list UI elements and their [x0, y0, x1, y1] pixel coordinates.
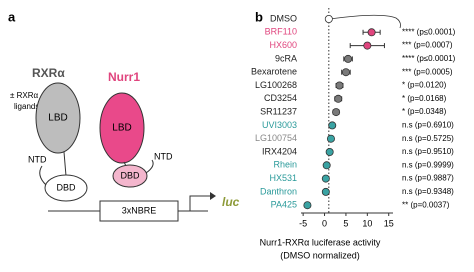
- category-label: BRF110: [265, 27, 297, 37]
- data-point: [325, 147, 334, 156]
- category-label: LG100268: [255, 80, 297, 90]
- x-tick-label: 5: [343, 218, 348, 228]
- ligand-label: ± RXRα: [10, 91, 39, 100]
- significance-label: n.s (p=0.9999): [402, 160, 454, 169]
- category-label: SR11237: [260, 106, 297, 116]
- data-point: [324, 14, 333, 23]
- rxr-dbd: DBD: [56, 182, 76, 192]
- significance-label: n.s (p=0.9510): [402, 147, 454, 156]
- significance-label: n.s (p=0.5725): [402, 134, 454, 143]
- significance-label: * (p=0.0120): [402, 81, 447, 90]
- data-point: [328, 121, 337, 130]
- nurr1-lbd: LBD: [112, 123, 131, 134]
- ntd-tail: [39, 165, 47, 186]
- x-tick-label: 15: [384, 218, 394, 228]
- significance-label: * (p=0.0168): [402, 94, 447, 103]
- significance-label: ** (p=0.0037): [402, 200, 450, 209]
- x-axis-label: (DMSO normalized): [280, 250, 360, 260]
- data-point: [322, 161, 331, 170]
- nurr1-lbd-shape: [99, 92, 145, 164]
- data-point: [321, 187, 330, 196]
- promoter-arrow: [189, 195, 210, 211]
- significance-label: * (p=0.0348): [402, 107, 447, 116]
- category-label: HX600: [269, 40, 297, 50]
- data-point: [326, 134, 335, 143]
- comparison-bracket: [329, 14, 401, 29]
- significance-label: **** (p≤0.0001): [402, 54, 456, 63]
- nurr1-ntd: NTD: [154, 151, 173, 161]
- rxr-lbd: LBD: [48, 113, 67, 124]
- ntd-tail: [145, 159, 154, 174]
- data-point: [321, 174, 330, 183]
- data-point: [367, 28, 376, 37]
- data-point: [344, 54, 353, 63]
- x-axis-label: Nurr1-RXRα luciferase activity: [260, 237, 381, 247]
- category-label: Rhein: [273, 160, 297, 170]
- significance-label: n.s (p=0.6910): [402, 121, 454, 130]
- category-label: HX531: [269, 173, 297, 183]
- arrowhead: [210, 192, 216, 200]
- significance-label: **** (p≤0.0001): [402, 27, 456, 36]
- connector: [63, 151, 67, 177]
- rxr-ntd: NTD: [28, 154, 47, 164]
- x-tick-label: 10: [362, 218, 372, 228]
- category-label: DMSO: [270, 13, 297, 23]
- ligand-label: ligands: [14, 102, 39, 111]
- category-label: IRX4204: [262, 146, 297, 156]
- category-label: Bexarotene: [251, 67, 297, 77]
- nurr1-label: Nurr1: [108, 70, 140, 84]
- category-label: PA425: [271, 200, 297, 210]
- data-point: [341, 68, 350, 77]
- significance-label: *** (p=0.0007): [402, 41, 453, 50]
- data-point: [335, 81, 344, 90]
- category-label: UVI3003: [262, 120, 297, 130]
- reporter-label: luc: [222, 195, 240, 209]
- category-label: CD3254: [264, 93, 297, 103]
- data-point: [303, 201, 312, 210]
- category-label: Danthron: [260, 186, 297, 196]
- data-point: [363, 41, 372, 50]
- nurr1-dbd: DBD: [120, 170, 140, 180]
- significance-label: *** (p=0.0005): [402, 67, 453, 76]
- category-label: LG100754: [255, 133, 297, 143]
- rxr-label: RXRα: [32, 66, 65, 80]
- significance-label: n.s (p=0.9348): [402, 187, 454, 196]
- panel-label: a: [8, 9, 16, 24]
- nbre-label: 3xNBRE: [122, 205, 157, 215]
- x-tick-label: -5: [299, 218, 307, 228]
- data-point: [334, 94, 343, 103]
- panel-label: b: [255, 9, 263, 24]
- nbre-box: [99, 200, 179, 222]
- x-tick-label: 0: [322, 218, 327, 228]
- rxr-lbd-shape: [35, 82, 81, 154]
- data-point: [332, 108, 341, 117]
- category-label: 9cRA: [275, 53, 297, 63]
- nurr1-dbd-shape: [112, 164, 148, 188]
- rxr-dbd-shape: [44, 174, 88, 202]
- significance-label: n.s (p=0.9887): [402, 174, 454, 183]
